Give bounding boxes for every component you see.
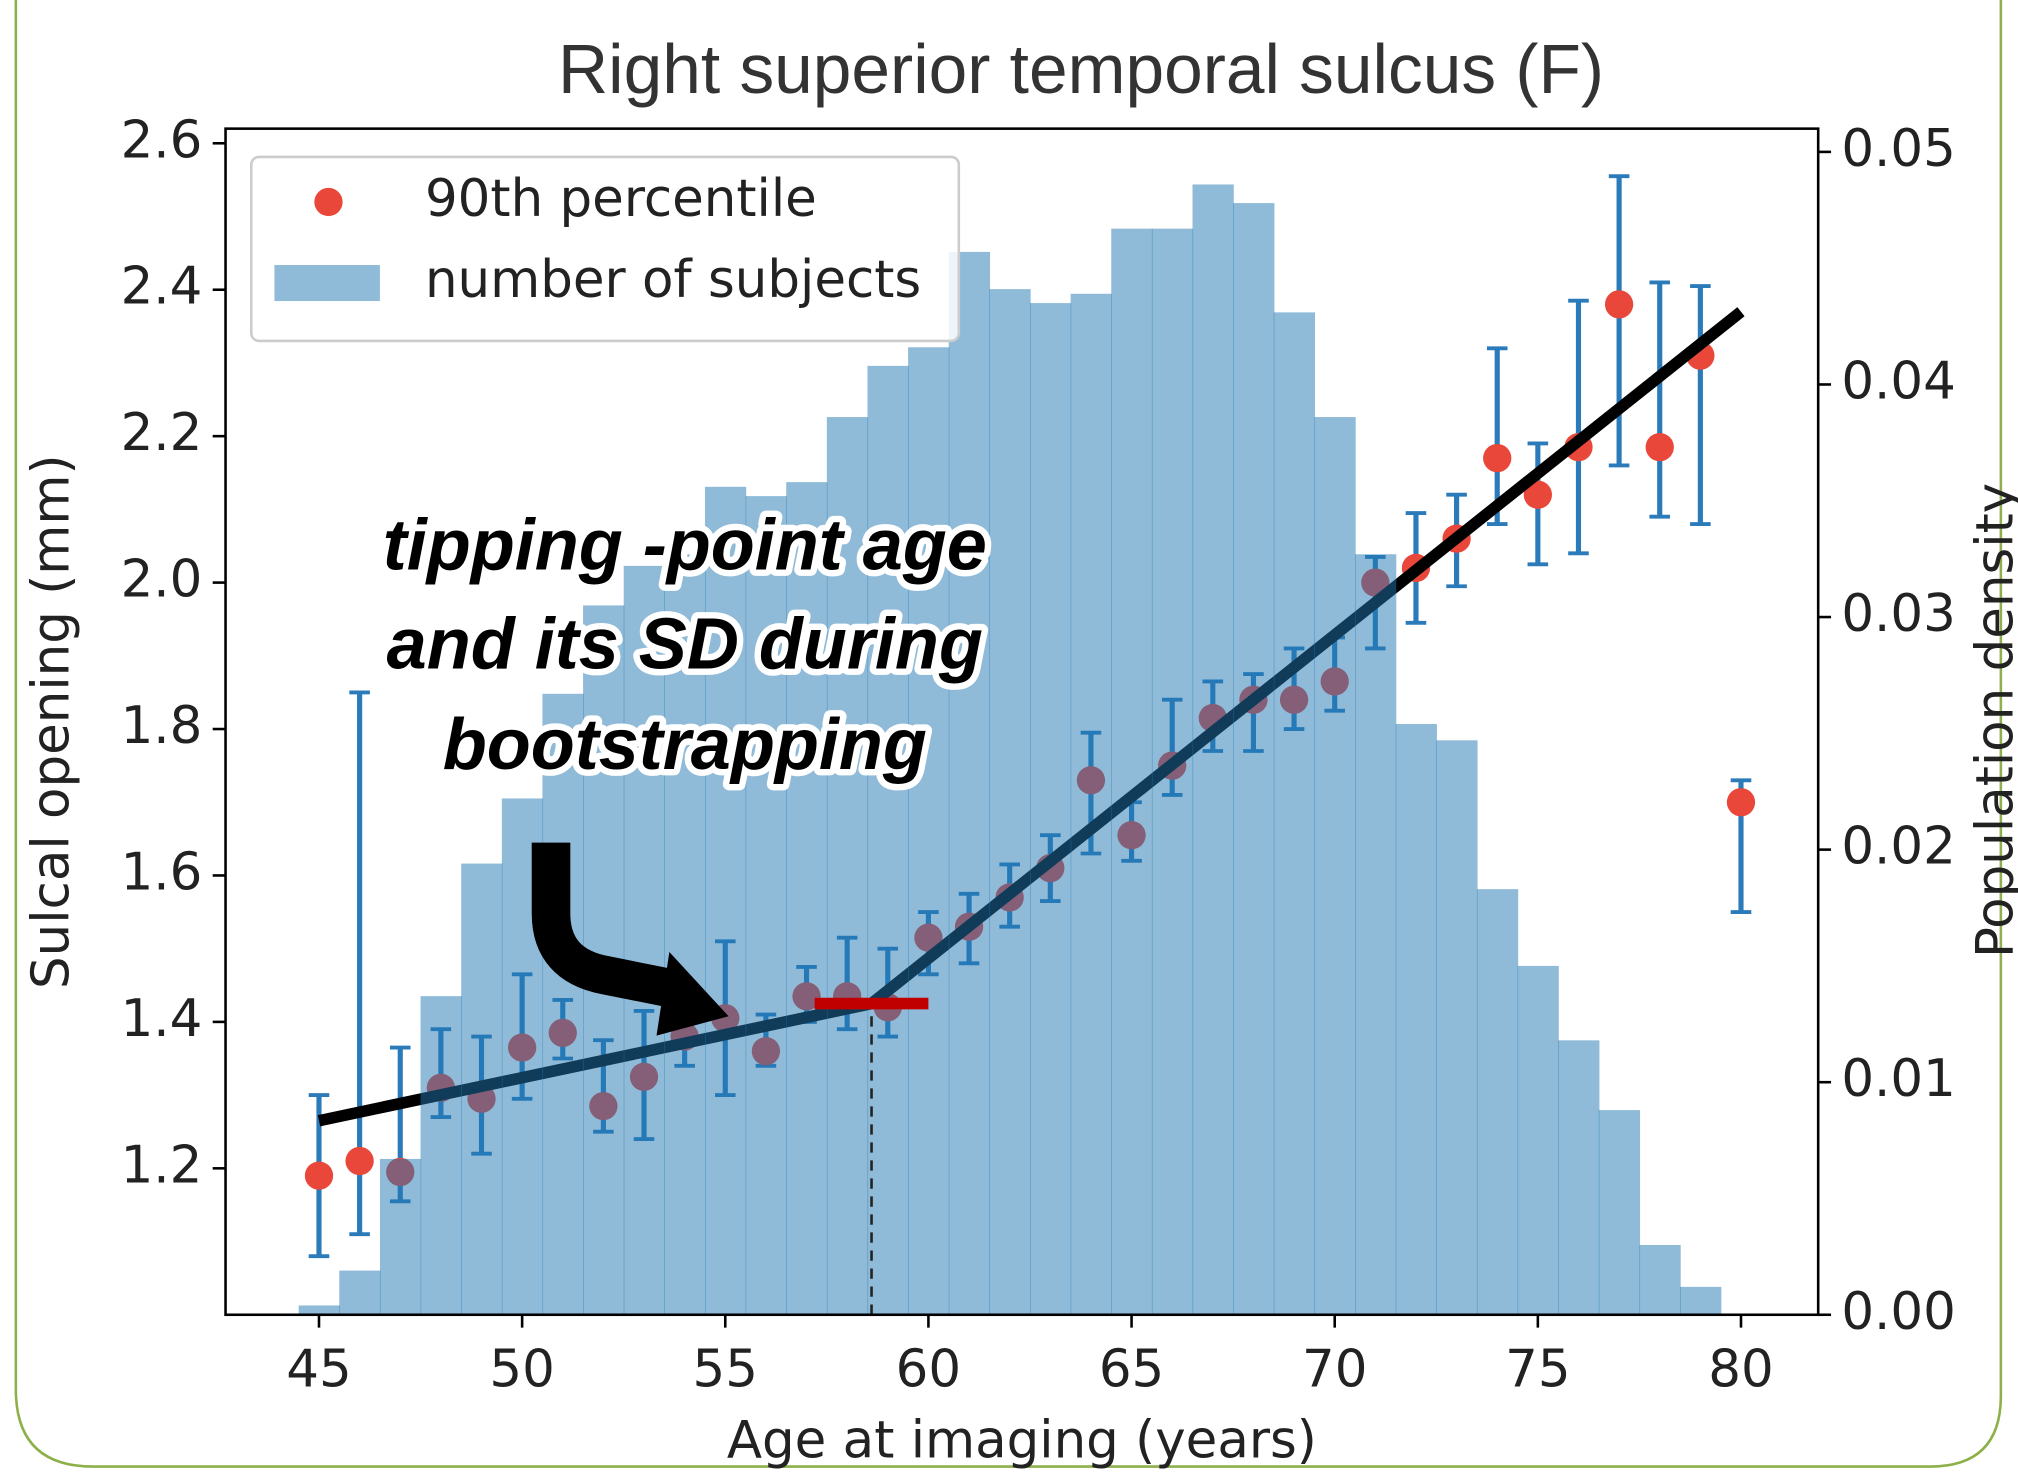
histogram-bar xyxy=(1029,303,1072,1315)
histogram-bar xyxy=(989,289,1031,1315)
histogram-bar xyxy=(1070,293,1112,1315)
histogram-bar xyxy=(1680,1286,1722,1315)
histogram-bar xyxy=(623,565,665,1315)
point xyxy=(304,1161,334,1190)
histogram-bar xyxy=(1517,965,1559,1315)
histogram-bar xyxy=(1598,1110,1641,1315)
chart-title: Right superior temporal sulcus (F) xyxy=(558,30,1604,108)
legend-label: number of subjects xyxy=(425,250,921,310)
x-tick-label: 50 xyxy=(489,1340,554,1400)
overlay: 90th percentile number of subjects tipping… xyxy=(249,155,993,1036)
point xyxy=(1726,788,1756,817)
legend-swatch xyxy=(274,265,380,302)
y-tick-label: 2.2 xyxy=(121,403,203,463)
histogram-bar xyxy=(1111,228,1153,1315)
y-axis-label: Sulcal opening (mm) xyxy=(21,454,81,989)
histogram-bar xyxy=(1314,417,1356,1315)
x-tick-label: 55 xyxy=(693,1340,758,1400)
histogram-bar xyxy=(704,486,747,1315)
plot-area: 45 50 55 60 65 70 75 80 1.2 1.4 1.6 1.8 2.0 2.2 2.4 2.6… xyxy=(21,110,2018,1470)
histogram-bar xyxy=(745,496,787,1315)
histogram-bar xyxy=(1192,184,1234,1315)
point xyxy=(1604,290,1634,319)
y2-tick-label: 0.04 xyxy=(1841,351,1956,411)
legend-box xyxy=(249,155,961,343)
y-tick-label: 1.2 xyxy=(121,1135,203,1195)
histogram-bar xyxy=(1639,1244,1681,1315)
histogram-bar xyxy=(1355,554,1397,1315)
annotation: and its SD during xyxy=(387,605,983,685)
annotation: tipping -point age xyxy=(383,506,987,586)
y-tick-label: 2.0 xyxy=(121,550,203,610)
histogram-bar xyxy=(664,554,706,1315)
histogram-bar xyxy=(1558,1040,1600,1315)
x-axis-label: Age at imaging (years) xyxy=(727,1410,1317,1470)
x-tick-label: 70 xyxy=(1302,1340,1367,1400)
histogram-bar xyxy=(461,863,503,1315)
histogram-bar xyxy=(339,1270,381,1315)
axes-frame xyxy=(224,127,1820,1317)
y2-tick-label: 0.01 xyxy=(1841,1049,1956,1109)
arrow-shaft xyxy=(531,842,687,1010)
histogram-bar xyxy=(867,365,909,1315)
x-tick-label: 80 xyxy=(1708,1340,1773,1400)
legend-label: 90th percentile xyxy=(425,169,817,229)
point xyxy=(1523,480,1552,509)
x-tick-label: 60 xyxy=(896,1340,961,1400)
histogram-bar xyxy=(298,1305,340,1315)
histogram-bar xyxy=(948,251,991,1315)
annotation: bootstrapping xyxy=(443,705,927,785)
y-tick-label: 2.4 xyxy=(121,257,203,317)
y2-axis-label: Population density xyxy=(1965,483,2018,958)
y2-tick-label: 0.03 xyxy=(1841,584,1956,644)
x-tick-label: 75 xyxy=(1505,1340,1570,1400)
histogram-bar xyxy=(1476,889,1519,1315)
x-tick-label: 45 xyxy=(286,1340,351,1400)
point xyxy=(345,1146,374,1176)
point xyxy=(1483,443,1512,473)
arrow-head xyxy=(656,951,729,1036)
point xyxy=(1645,432,1674,462)
frame xyxy=(14,0,2003,1468)
y2-tick-label: 0.00 xyxy=(1841,1282,1956,1342)
histogram-bar xyxy=(786,482,828,1315)
histogram-bar xyxy=(1233,203,1275,1315)
histogram-bar xyxy=(420,996,462,1315)
histogram-bar xyxy=(1436,740,1478,1315)
y-tick-label: 1.4 xyxy=(121,989,203,1049)
x-tick-label: 65 xyxy=(1099,1340,1164,1400)
legend-marker xyxy=(314,187,343,217)
histogram-bar xyxy=(908,347,950,1315)
y-tick-label: 2.6 xyxy=(121,110,203,170)
histogram-bar xyxy=(1151,228,1194,1315)
y2-tick-label: 0.05 xyxy=(1841,119,1956,179)
histogram-bar xyxy=(542,693,584,1315)
histogram-bar xyxy=(826,417,869,1315)
histogram-bar xyxy=(379,1158,422,1315)
y2-tick-label: 0.02 xyxy=(1841,817,1956,877)
y-tick-label: 1.6 xyxy=(121,842,203,902)
histogram-bar xyxy=(1273,312,1316,1315)
y-tick-label: 1.8 xyxy=(121,696,203,756)
histogram-bar xyxy=(1395,724,1437,1315)
